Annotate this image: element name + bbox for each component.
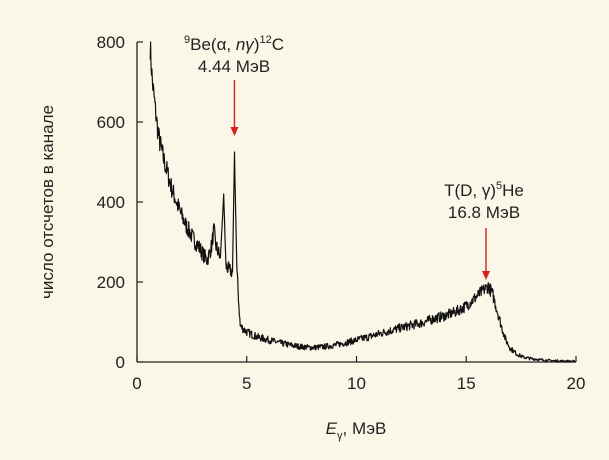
annotations: 9Be(α, nγ)12C 4.44 МэВ T(D, γ)5He 16.8 М… <box>184 34 524 280</box>
y-tick-label: 200 <box>97 273 125 292</box>
y-tick-label: 800 <box>97 33 125 52</box>
y-axis-title: число отсчетов в канале <box>38 105 57 299</box>
x-tick-label: 0 <box>132 374 141 393</box>
arrowhead-be <box>230 127 239 136</box>
arrowhead-he <box>482 271 491 280</box>
annotation-he-line1: T(D, γ)5He <box>444 180 524 200</box>
annotation-he: T(D, γ)5He 16.8 МэВ <box>444 180 524 280</box>
x-tick-label: 5 <box>242 374 251 393</box>
x-ticks: 0 5 10 15 20 <box>132 356 585 393</box>
x-axis-title: Eγ, МэВ <box>326 419 387 442</box>
x-tick-label: 15 <box>457 374 476 393</box>
y-ticks: 0 200 400 600 800 <box>97 33 143 372</box>
annotation-he-line2: 16.8 МэВ <box>448 203 520 222</box>
annotation-be-line1: 9Be(α, nγ)12C <box>184 34 284 54</box>
annotation-be-line2: 4.44 МэВ <box>198 57 270 76</box>
x-tick-label: 20 <box>567 374 586 393</box>
spectrum-line <box>149 41 577 363</box>
annotation-be: 9Be(α, nγ)12C 4.44 МэВ <box>184 34 284 136</box>
axes <box>136 42 576 363</box>
y-tick-label: 400 <box>97 193 125 212</box>
x-tick-label: 10 <box>347 374 366 393</box>
y-tick-label: 0 <box>116 353 125 372</box>
y-tick-label: 600 <box>97 113 125 132</box>
